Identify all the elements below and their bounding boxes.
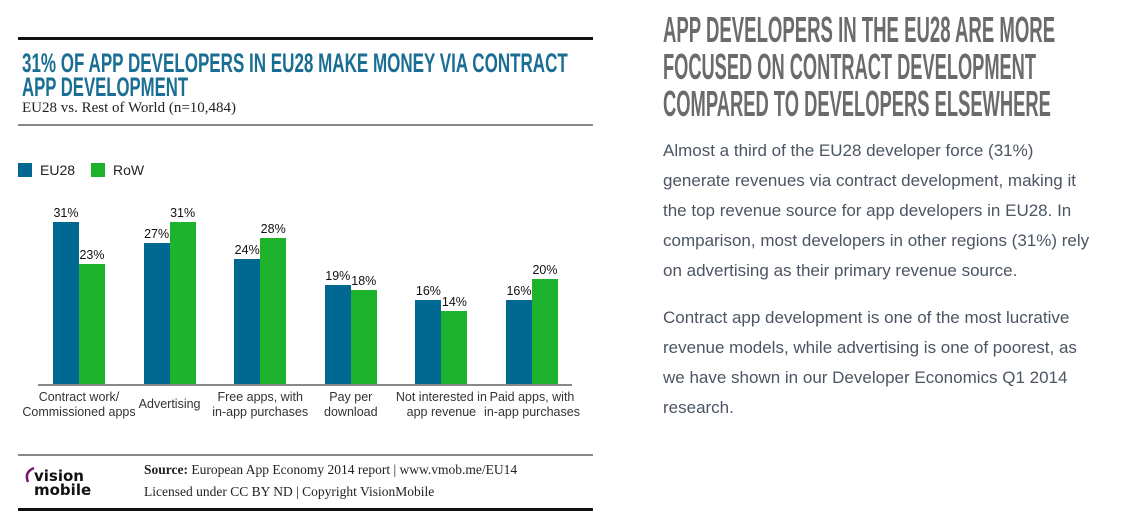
bar-eu28 xyxy=(324,284,351,384)
visionmobile-logo: vision mobile xyxy=(22,464,114,499)
legend-label-eu28: EU28 xyxy=(40,162,76,178)
data-label: 31% xyxy=(53,206,79,220)
data-label: 24% xyxy=(234,242,260,257)
article-heading-line-3: COMPARED TO DEVELOPERS ELSEWHERE xyxy=(663,83,1051,124)
bar-row xyxy=(79,263,105,384)
source-line: Source: European App Economy 2014 report… xyxy=(144,462,517,478)
data-label: 16% xyxy=(415,284,441,299)
legend-swatch-eu28 xyxy=(18,163,32,177)
top-rule xyxy=(18,37,593,40)
article-body: Almost a third of the EU28 developer for… xyxy=(663,136,1103,440)
bar-eu28 xyxy=(415,300,442,384)
data-label: 23% xyxy=(79,247,105,262)
data-label: 20% xyxy=(532,263,558,278)
category-label: Not interested in app revenue xyxy=(395,390,487,419)
data-label: 27% xyxy=(144,226,170,241)
data-label: 19% xyxy=(325,268,351,283)
chart-title-line-2: APP DEVELOPMENT xyxy=(22,72,189,102)
svg-text:mobile: mobile xyxy=(34,481,91,498)
bottom-rule xyxy=(18,508,593,511)
bar-eu28 xyxy=(234,258,261,384)
chart-title-line-1: 31% OF APP DEVELOPERS IN EU28 MAKE MONEY… xyxy=(22,48,568,78)
data-label: 18% xyxy=(351,273,377,288)
footer-rule xyxy=(18,454,593,456)
legend-eu28: EU28 xyxy=(18,162,75,178)
data-label: 16% xyxy=(506,284,532,299)
subtitle-rule xyxy=(18,124,593,126)
category-label: Pay per download xyxy=(324,390,378,419)
category-label: Paid apps, with in-app purchases xyxy=(484,390,580,419)
legend-row: RoW xyxy=(91,162,144,178)
license-line: Licensed under CC BY ND | Copyright Visi… xyxy=(144,484,435,499)
article-paragraph: Almost a third of the EU28 developer for… xyxy=(663,141,1090,280)
chart-subtitle: EU28 vs. Rest of World (n=10,484) xyxy=(22,100,237,116)
bar-eu28 xyxy=(143,242,170,384)
legend-label-row: RoW xyxy=(113,162,145,178)
bar-row xyxy=(350,289,377,384)
article-heading-line-2: FOCUSED ON CONTRACT DEVELOPMENT xyxy=(663,46,1037,87)
source-label: Source: xyxy=(144,462,188,477)
data-label: 14% xyxy=(441,294,467,309)
data-label: 31% xyxy=(170,206,196,220)
bar-row xyxy=(169,222,196,384)
category-label: Contract work/Commissioned apps xyxy=(22,390,136,419)
bar-eu28 xyxy=(53,222,79,384)
source-text: European App Economy 2014 report | www.v… xyxy=(188,462,518,477)
bar-row xyxy=(532,279,558,384)
article-heading-line-1: APP DEVELOPERS IN THE EU28 ARE MORE xyxy=(663,9,1056,50)
data-label: 28% xyxy=(260,221,286,236)
category-label: Free apps, with in-app purchases xyxy=(212,390,309,419)
bar-row xyxy=(441,310,468,384)
legend-swatch-row xyxy=(91,163,105,177)
x-axis-baseline xyxy=(38,384,572,386)
bar-eu28 xyxy=(506,300,532,384)
article-paragraph: Contract app development is one of the m… xyxy=(663,308,1077,417)
bar-row xyxy=(260,237,287,384)
category-label: Advertising xyxy=(138,397,201,411)
svg-text:vision: vision xyxy=(34,467,84,485)
